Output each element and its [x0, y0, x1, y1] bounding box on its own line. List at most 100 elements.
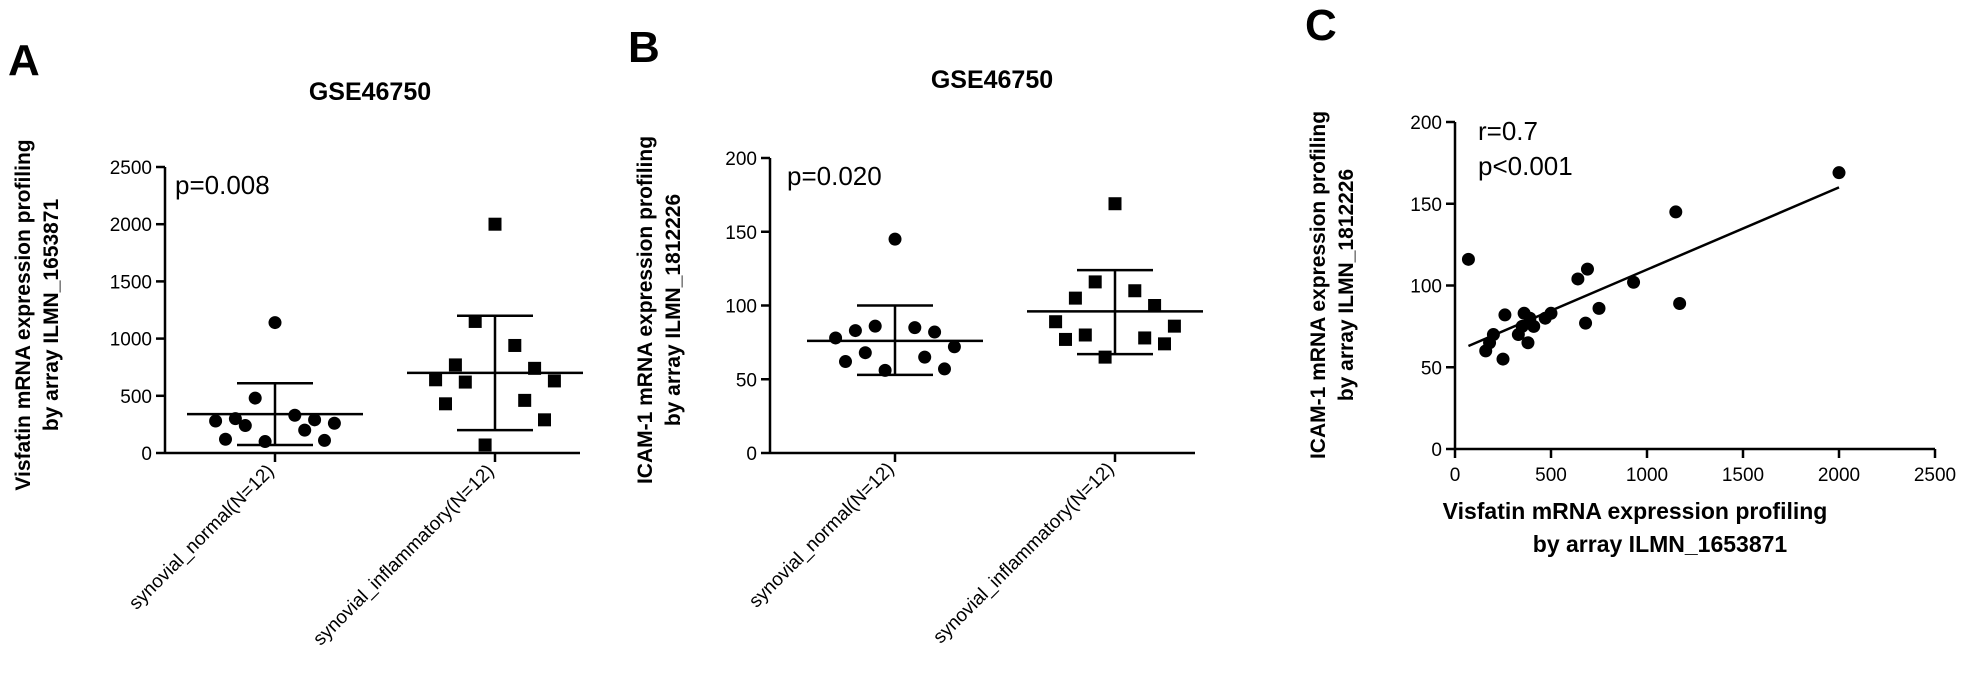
- panel-a-ylabel-line1: Visfatin mRNA expression profiling: [12, 139, 35, 490]
- panel-b-ylabel-line2: by array ILMN_1812226: [662, 194, 685, 426]
- panel-letter-b: B: [628, 23, 660, 72]
- panel-c-ylabel-line2: by array ILMN_1812226: [1335, 169, 1358, 401]
- panel-a-point-1-8: [518, 393, 532, 407]
- panel-b-title: GSE46750: [931, 66, 1053, 94]
- panel-c-point-19: [1669, 205, 1683, 219]
- panel-b-point-1-5: [1049, 315, 1063, 329]
- panel-a-p-value: p=0.008: [175, 170, 270, 200]
- panel-c-point-17: [1592, 301, 1606, 315]
- panel-a-point-0-9: [219, 432, 232, 446]
- panel-c-x-tick-label-3: 1500: [1722, 465, 1764, 486]
- panel-b-point-0-2: [908, 321, 922, 335]
- panel-b-point-0-3: [848, 324, 862, 338]
- panel-letter-a: A: [8, 36, 40, 85]
- panel-letter-c: C: [1305, 1, 1337, 50]
- panel-c-x-tick-label-5: 2500: [1914, 465, 1956, 486]
- panel-b-category-0: synovial_normal(N=12): [745, 459, 898, 612]
- panel-b-point-0-9: [839, 355, 852, 369]
- panel-c-xlabel-line1: Visfatin mRNA expression profiling: [1443, 498, 1828, 524]
- panel-c-x-tick-label-0: 0: [1450, 465, 1461, 486]
- panel-a-point-1-7: [458, 375, 472, 389]
- panel-a-marks: 0 500 1000 1500 2000 2500: [110, 158, 583, 465]
- panel-c-point-20: [1673, 296, 1687, 310]
- panel-b-y-tick-label-2: 100: [725, 297, 757, 318]
- panel-b-point-0-10: [938, 362, 951, 376]
- panel-c-y-tick-label-3: 150: [1410, 195, 1442, 216]
- panel-a-y-tick-label-5: 2500: [110, 158, 152, 179]
- panel-b-y-tick-label-4: 200: [725, 149, 757, 170]
- panel-b-ylabel-line1: ICAM-1 mRNA expression profiling: [634, 136, 657, 484]
- panel-a-point-0-0: [268, 316, 282, 330]
- panel-c-point-18: [1627, 275, 1641, 289]
- panel-b-point-1-9: [1059, 332, 1072, 346]
- panel-a-point-1-9: [439, 397, 452, 411]
- panel-a-point-1-11: [478, 438, 492, 452]
- panel-a-point-1-5: [429, 373, 443, 387]
- panel-c-y-tick-label-4: 200: [1410, 113, 1442, 134]
- panel-c-point-0: [1461, 252, 1475, 266]
- panel-b-point-0-4: [928, 325, 942, 339]
- panel-a-point-1-10: [538, 413, 551, 427]
- panel-c-point-21: [1832, 166, 1846, 180]
- panel-a-point-0-8: [298, 423, 312, 437]
- panel-a-point-0-6: [327, 416, 341, 430]
- panel-a-y-tick-label-3: 1500: [110, 272, 152, 293]
- panel-a-category-0: synovial_normal(N=12): [125, 461, 278, 614]
- panel-b-point-1-10: [1158, 337, 1171, 351]
- panel-c-point-5: [1498, 308, 1512, 322]
- panel-b-point-1-7: [1078, 328, 1092, 342]
- panel-c-fit-line: [1467, 186, 1840, 348]
- panel-c-point-4: [1496, 352, 1510, 366]
- panel-a-point-0-10: [318, 433, 331, 447]
- panel-c-point-9: [1521, 336, 1535, 350]
- panel-a-ylabel-line2: by array ILMN_1653871: [40, 199, 63, 432]
- panel-c-y-tick-label-2: 100: [1410, 277, 1442, 298]
- panel-b-point-0-0: [888, 232, 902, 246]
- panel-b-point-1-0: [1108, 197, 1122, 211]
- panel-b-point-1-6: [1167, 319, 1181, 333]
- panel-a-point-1-1: [468, 314, 482, 328]
- panel-c-xlabel-line2: by array ILMN_1653871: [1533, 531, 1788, 557]
- panel-b-y-tick-label-0: 0: [746, 444, 757, 465]
- panel-b-point-0-5: [829, 331, 843, 345]
- panel-c-x-tick-label-1: 500: [1535, 465, 1567, 486]
- panel-a-y-tick-label-1: 500: [120, 387, 152, 408]
- panel-b-chart: GSE46750 ICAM-1 mRNA expression profilin…: [634, 66, 1203, 648]
- panel-b-point-0-8: [918, 350, 932, 364]
- panel-a-y-tick-label-4: 2000: [110, 215, 152, 236]
- panel-a-point-0-3: [228, 412, 242, 426]
- panel-c-point-11: [1527, 319, 1541, 333]
- panel-c-p-value: p<0.001: [1478, 151, 1573, 181]
- panel-b-marks: 0 50 100 150 200: [725, 149, 1203, 465]
- panel-c-r-value: r=0.7: [1478, 116, 1538, 146]
- panel-b-point-1-4: [1148, 299, 1162, 312]
- panel-a-point-0-1: [248, 391, 262, 405]
- panel-b-point-1-1: [1088, 275, 1102, 289]
- panel-b-p-value: p=0.020: [787, 161, 882, 191]
- panel-a-point-0-4: [308, 413, 322, 427]
- panel-c-point-14: [1571, 272, 1585, 286]
- panel-b-y-tick-label-1: 50: [736, 370, 757, 391]
- panel-a-title: GSE46750: [309, 78, 431, 106]
- panel-a-point-1-4: [528, 361, 542, 375]
- panel-a-chart: GSE46750 Visfatin mRNA expression profil…: [12, 78, 583, 650]
- panel-a-point-1-0: [488, 217, 502, 231]
- panel-c-x-tick-label-2: 1000: [1626, 465, 1668, 486]
- panel-b-point-1-8: [1138, 331, 1152, 345]
- panel-a-point-1-2: [508, 338, 522, 352]
- panel-b-y-tick-label-3: 150: [725, 223, 757, 244]
- panel-a-point-1-6: [547, 374, 561, 388]
- panel-c-y-tick-label-1: 50: [1421, 358, 1442, 379]
- panel-a-point-1-3: [448, 358, 462, 372]
- panel-a-category-1: synovial_inflammatory(N=12): [309, 461, 498, 650]
- panel-b-point-0-7: [858, 346, 872, 360]
- panel-c-chart: ICAM-1 mRNA expression profiling by arra…: [1307, 111, 1956, 557]
- panel-b-point-0-6: [947, 340, 961, 354]
- panel-b-point-0-1: [868, 319, 882, 333]
- panel-c-point-16: [1580, 262, 1594, 276]
- panel-c-x-tick-label-4: 2000: [1818, 465, 1860, 486]
- panel-b-point-1-3: [1068, 291, 1082, 305]
- panel-c-point-15: [1579, 316, 1593, 330]
